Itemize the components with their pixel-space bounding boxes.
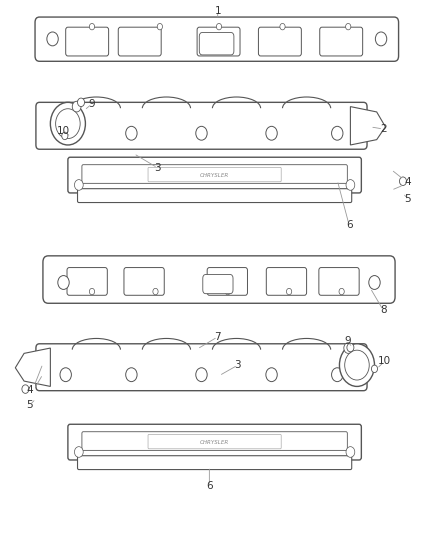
Circle shape <box>89 23 95 30</box>
Circle shape <box>89 288 95 295</box>
FancyBboxPatch shape <box>82 165 347 183</box>
Circle shape <box>375 32 387 46</box>
FancyBboxPatch shape <box>197 27 240 56</box>
FancyBboxPatch shape <box>320 27 363 56</box>
FancyBboxPatch shape <box>35 17 399 61</box>
Circle shape <box>332 368 343 382</box>
Text: 6: 6 <box>206 481 213 491</box>
FancyBboxPatch shape <box>43 256 395 303</box>
Text: 10: 10 <box>378 357 391 366</box>
Circle shape <box>153 288 158 295</box>
Circle shape <box>216 23 222 30</box>
Circle shape <box>266 126 277 140</box>
Polygon shape <box>350 107 385 145</box>
Circle shape <box>74 447 83 457</box>
Text: 10: 10 <box>57 126 70 135</box>
FancyBboxPatch shape <box>78 456 352 470</box>
FancyBboxPatch shape <box>118 27 161 56</box>
Circle shape <box>196 126 207 140</box>
FancyBboxPatch shape <box>67 268 107 295</box>
Circle shape <box>62 132 68 140</box>
Text: 7: 7 <box>214 332 221 342</box>
Text: 1: 1 <box>214 6 221 15</box>
FancyBboxPatch shape <box>319 268 359 295</box>
Circle shape <box>22 385 29 393</box>
Circle shape <box>78 98 85 107</box>
Circle shape <box>126 368 137 382</box>
Circle shape <box>47 32 58 46</box>
Circle shape <box>345 350 369 380</box>
Text: 8: 8 <box>380 305 387 315</box>
Text: 3: 3 <box>154 163 161 173</box>
FancyBboxPatch shape <box>78 189 352 203</box>
Circle shape <box>344 343 353 353</box>
Polygon shape <box>15 348 50 386</box>
FancyBboxPatch shape <box>148 434 281 449</box>
Text: 6: 6 <box>346 220 353 230</box>
Circle shape <box>346 180 355 190</box>
Circle shape <box>126 126 137 140</box>
Circle shape <box>58 276 69 289</box>
Circle shape <box>346 447 355 457</box>
Circle shape <box>56 109 80 139</box>
Text: 4: 4 <box>26 385 33 395</box>
FancyBboxPatch shape <box>148 167 281 182</box>
FancyBboxPatch shape <box>266 268 307 295</box>
FancyBboxPatch shape <box>203 274 233 294</box>
FancyBboxPatch shape <box>68 157 361 193</box>
Text: 3: 3 <box>234 360 241 370</box>
Circle shape <box>339 344 374 386</box>
Circle shape <box>369 276 380 289</box>
Circle shape <box>196 368 207 382</box>
Text: CHRYSLER: CHRYSLER <box>200 440 229 445</box>
Circle shape <box>399 177 406 185</box>
FancyBboxPatch shape <box>36 102 367 149</box>
Text: CHRYSLER: CHRYSLER <box>200 173 229 177</box>
Circle shape <box>50 102 85 145</box>
Circle shape <box>74 180 83 190</box>
Circle shape <box>339 288 344 295</box>
Circle shape <box>286 288 292 295</box>
Text: 4: 4 <box>404 177 411 187</box>
Circle shape <box>60 368 71 382</box>
FancyBboxPatch shape <box>82 432 347 450</box>
Circle shape <box>347 343 354 352</box>
Text: 5: 5 <box>404 194 411 204</box>
Circle shape <box>280 23 285 30</box>
Circle shape <box>346 23 351 30</box>
Text: 5: 5 <box>26 400 33 410</box>
FancyBboxPatch shape <box>199 33 234 55</box>
Text: 9: 9 <box>88 99 95 109</box>
FancyBboxPatch shape <box>66 27 109 56</box>
FancyBboxPatch shape <box>68 424 361 460</box>
Circle shape <box>157 23 162 30</box>
Circle shape <box>371 365 378 373</box>
FancyBboxPatch shape <box>207 268 247 295</box>
Text: 9: 9 <box>344 336 351 346</box>
Circle shape <box>332 126 343 140</box>
Text: 2: 2 <box>380 124 387 134</box>
Circle shape <box>60 126 71 140</box>
FancyBboxPatch shape <box>124 268 164 295</box>
Circle shape <box>72 101 81 112</box>
FancyBboxPatch shape <box>258 27 301 56</box>
FancyBboxPatch shape <box>36 344 367 391</box>
Circle shape <box>266 368 277 382</box>
Circle shape <box>225 288 230 295</box>
